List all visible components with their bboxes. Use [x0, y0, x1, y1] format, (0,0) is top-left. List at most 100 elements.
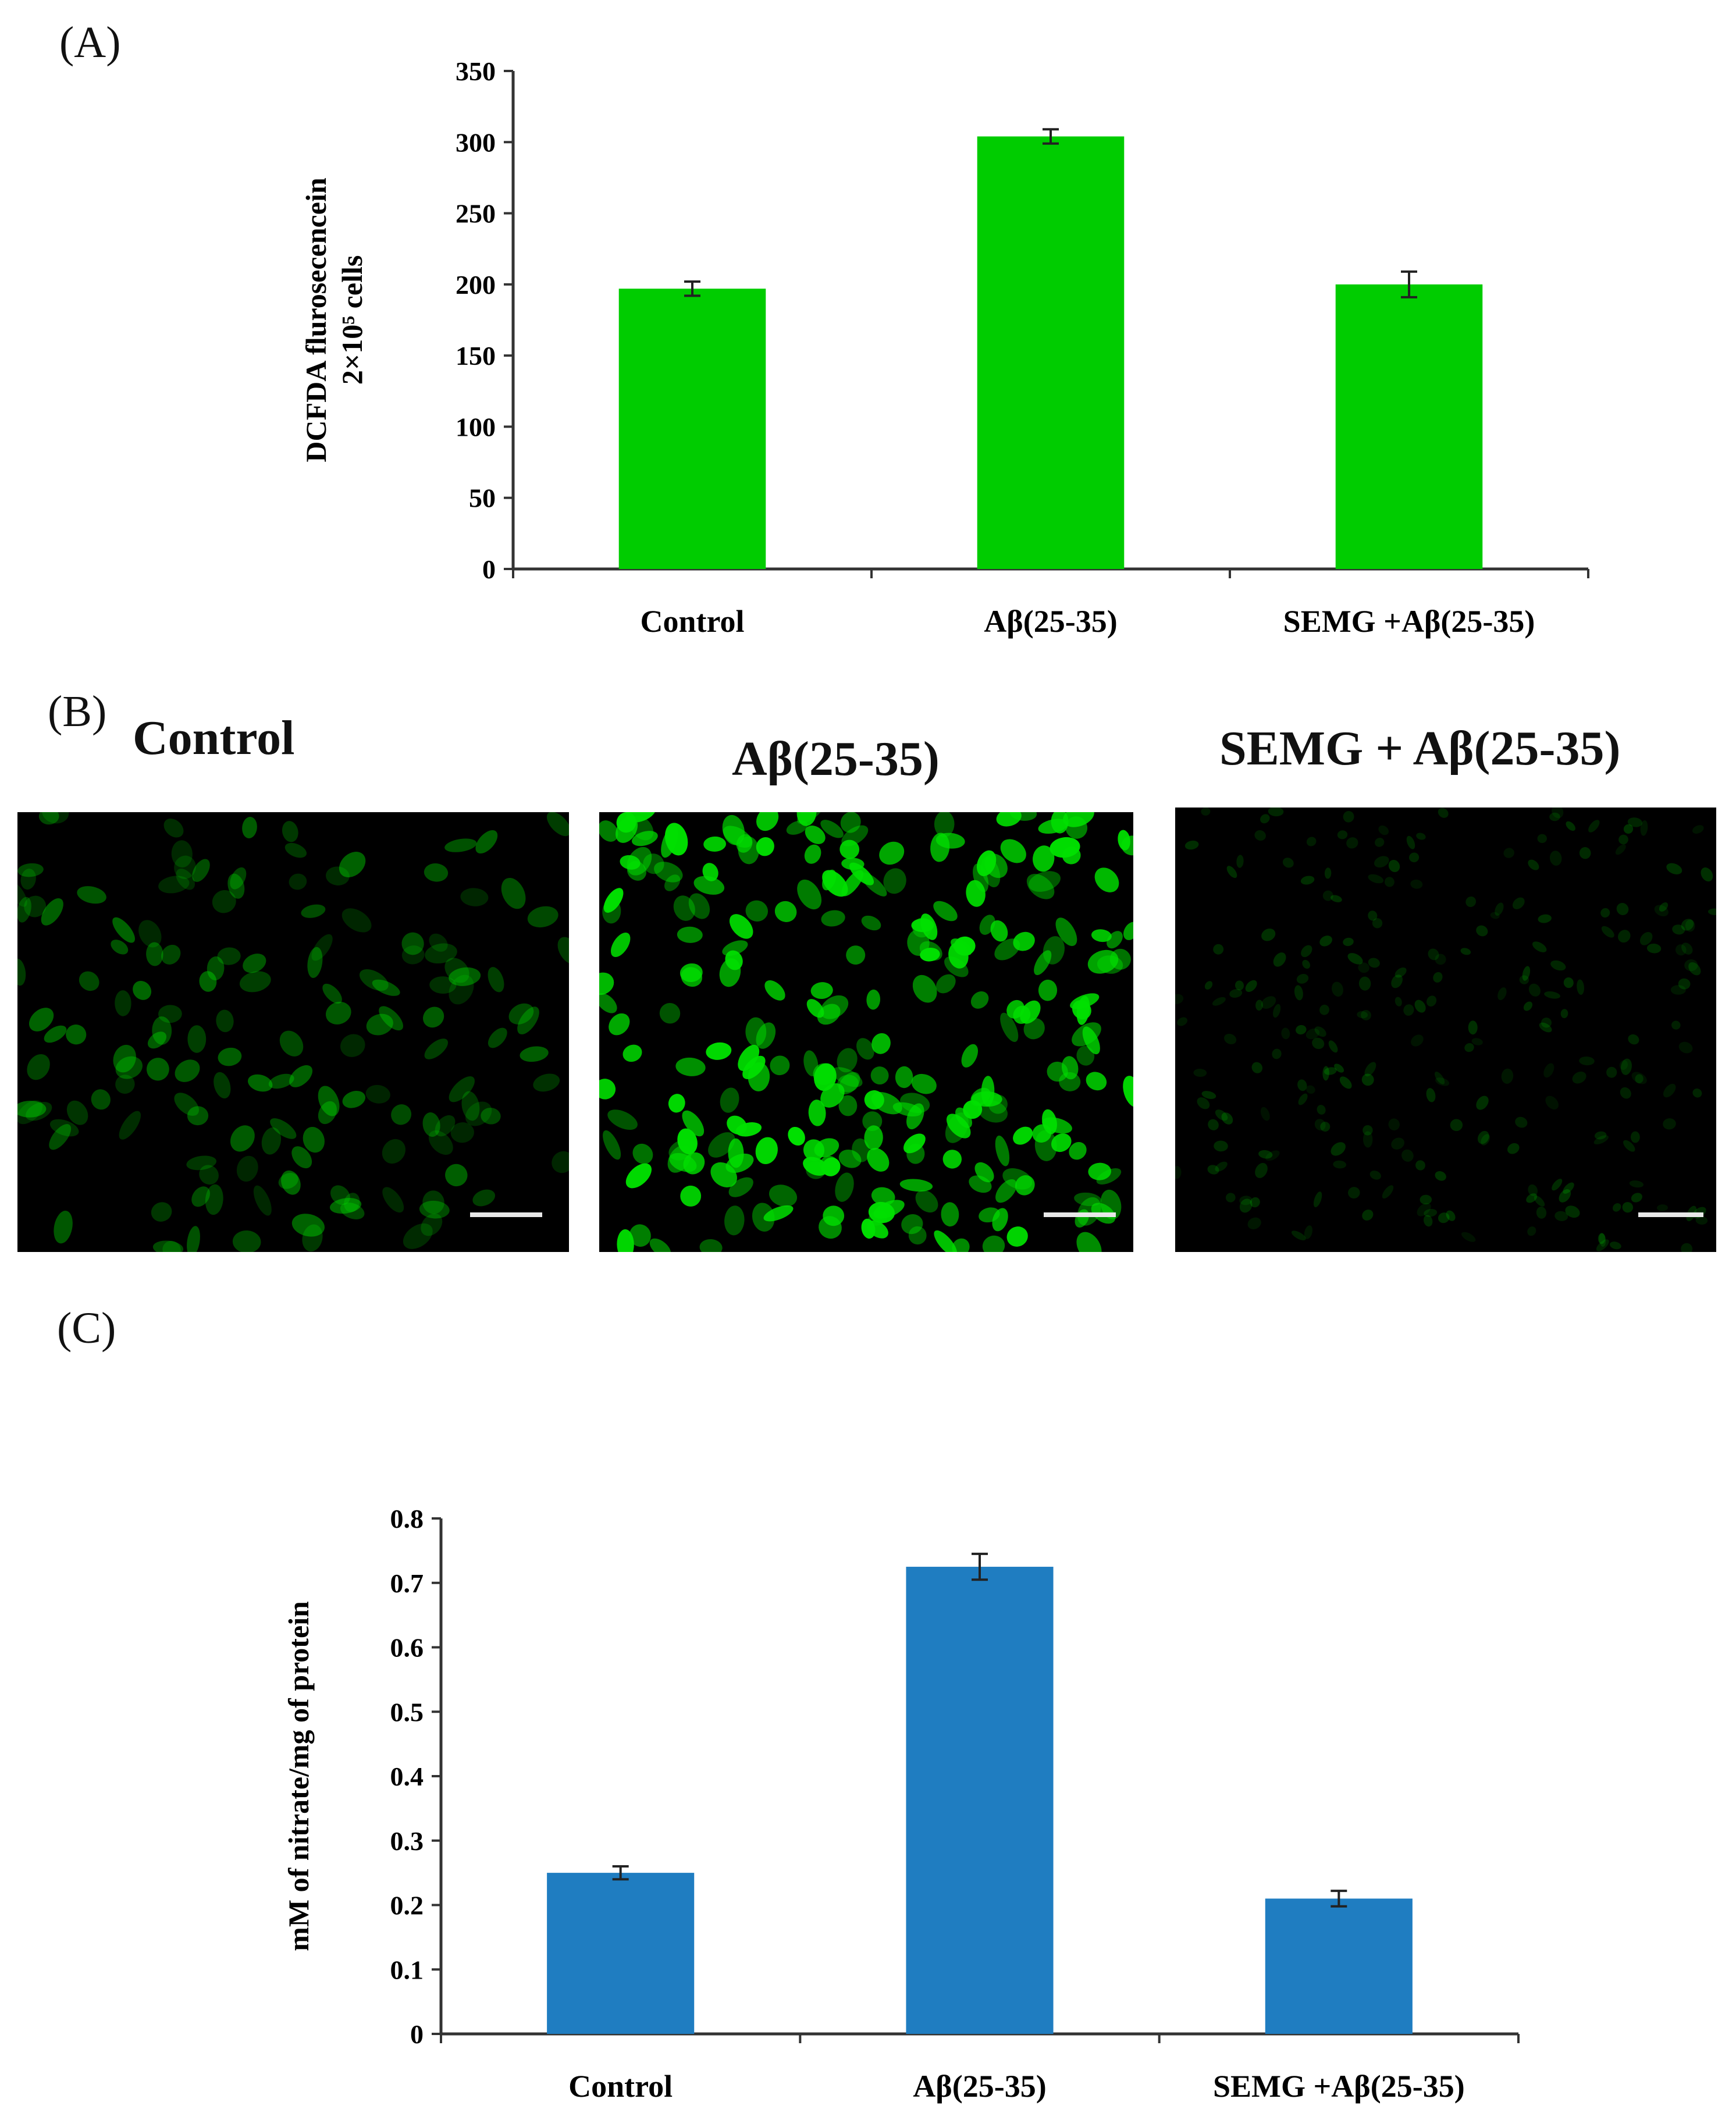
cell-nucleus: [1013, 1126, 1033, 1145]
y-tick-label: 50: [469, 483, 496, 513]
y-tick-label: 0.1: [390, 1955, 424, 1984]
cell-nucleus: [449, 974, 474, 1005]
cell-nucleus: [629, 1224, 651, 1247]
cell-nucleus: [1623, 824, 1634, 834]
y-tick-label: 0.8: [390, 1504, 424, 1534]
cell-nucleus: [1072, 1000, 1091, 1020]
cell-nucleus: [242, 817, 257, 838]
cell-nucleus: [205, 1184, 223, 1215]
cell-nucleus: [810, 982, 833, 999]
cell-nucleus: [366, 1013, 393, 1036]
cell-nucleus: [232, 1230, 261, 1252]
cell-nucleus: [1560, 1009, 1568, 1019]
y-tick-label: 0.7: [390, 1568, 424, 1598]
cell-nucleus: [460, 888, 489, 906]
cell-nucleus: [675, 1057, 706, 1076]
cell-nucleus: [186, 1155, 217, 1171]
cell-nucleus: [268, 1073, 294, 1089]
cell-nucleus: [822, 870, 848, 897]
cell-nucleus: [1522, 966, 1531, 981]
cell-nucleus: [1208, 1119, 1219, 1130]
cell-nucleus: [1598, 1233, 1606, 1244]
bar-1: [547, 1873, 695, 2034]
cell-nucleus: [17, 1100, 43, 1125]
cell-nucleus: [804, 844, 821, 864]
y-axis-label: mM of nitrate/mg of protein: [282, 1601, 315, 1951]
cell-nucleus: [66, 1100, 88, 1125]
cell-nucleus: [1435, 1171, 1446, 1181]
cell-nucleus: [995, 1135, 1010, 1166]
cell-nucleus: [1414, 999, 1426, 1013]
bar-2: [906, 1567, 1054, 2034]
cell-nucleus: [1109, 948, 1131, 970]
cell-nucleus: [17, 958, 26, 986]
cell-nucleus: [1221, 1112, 1233, 1125]
cell-nucleus: [475, 830, 498, 854]
cell-nucleus: [1333, 1160, 1347, 1169]
cell-nucleus: [1616, 903, 1629, 915]
cell-nucleus: [915, 1190, 938, 1213]
cell-nucleus: [661, 826, 678, 858]
cell-nucleus: [322, 983, 342, 1004]
cell-nucleus: [207, 956, 225, 981]
cell-nucleus: [79, 971, 99, 991]
cell-nucleus: [112, 917, 135, 943]
cell-nucleus: [1606, 1066, 1617, 1078]
cell-nucleus: [1464, 1043, 1474, 1052]
cell-nucleus: [769, 1185, 798, 1207]
x-category-label: Control: [640, 604, 744, 639]
cell-nucleus: [632, 831, 658, 846]
cell-nucleus: [1391, 1137, 1404, 1150]
cell-nucleus: [1552, 808, 1564, 819]
cell-nucleus: [911, 1073, 937, 1094]
cell-nucleus: [1235, 980, 1244, 991]
cell-nucleus: [17, 881, 27, 907]
cell-nucleus: [450, 1122, 474, 1143]
cell-nucleus: [401, 932, 424, 955]
cell-nucleus: [111, 940, 129, 955]
cell-nucleus: [199, 1165, 219, 1185]
cell-nucleus: [1215, 1161, 1228, 1172]
cell-nucleus: [725, 950, 743, 970]
cell-nucleus: [1566, 821, 1575, 831]
y-axis-label-line2: 2×10⁵ cells: [336, 255, 368, 385]
cell-nucleus: [1615, 844, 1626, 855]
cell-nucleus: [1197, 1097, 1210, 1109]
cell-nucleus: [797, 879, 822, 910]
cell-nucleus: [1477, 1130, 1489, 1144]
cell-nucleus: [401, 945, 425, 965]
cell-nucleus: [994, 938, 1020, 961]
cell-nucleus: [1663, 1083, 1676, 1098]
micrograph-semg-abeta-cells: [1175, 808, 1716, 1252]
cell-nucleus: [1406, 835, 1415, 849]
cell-nucleus: [1301, 945, 1312, 958]
cell-nucleus: [1339, 1076, 1352, 1089]
cell-nucleus: [1424, 1208, 1438, 1217]
scale-bar-abeta: [1044, 1212, 1116, 1217]
cell-nucleus: [1565, 1205, 1580, 1218]
cell-nucleus: [344, 1193, 360, 1212]
cell-nucleus: [1579, 1057, 1595, 1066]
cell-nucleus: [1600, 908, 1610, 918]
cell-nucleus: [1428, 948, 1439, 961]
micrograph-title-control: Control: [133, 711, 295, 765]
cell-nucleus: [527, 906, 558, 928]
cell-nucleus: [1226, 866, 1237, 878]
cell-nucleus: [603, 1130, 621, 1160]
cell-nucleus: [330, 1198, 362, 1214]
cell-nucleus: [1314, 1119, 1326, 1131]
bar-2: [977, 136, 1125, 569]
scale-bar-control: [470, 1212, 542, 1217]
cell-nucleus: [341, 908, 372, 933]
cell-nucleus: [1503, 848, 1514, 858]
cell-nucleus: [617, 1229, 634, 1252]
cell-nucleus: [372, 979, 400, 996]
cell-nucleus: [192, 859, 210, 882]
cell-nucleus: [1382, 1185, 1394, 1199]
cell-nucleus: [1072, 1022, 1101, 1047]
cell-nucleus: [1559, 1189, 1571, 1203]
cell-nucleus: [54, 1211, 73, 1244]
cell-nucleus: [1388, 1118, 1400, 1131]
cell-nucleus: [632, 1143, 653, 1164]
cell-nucleus: [1094, 867, 1119, 892]
